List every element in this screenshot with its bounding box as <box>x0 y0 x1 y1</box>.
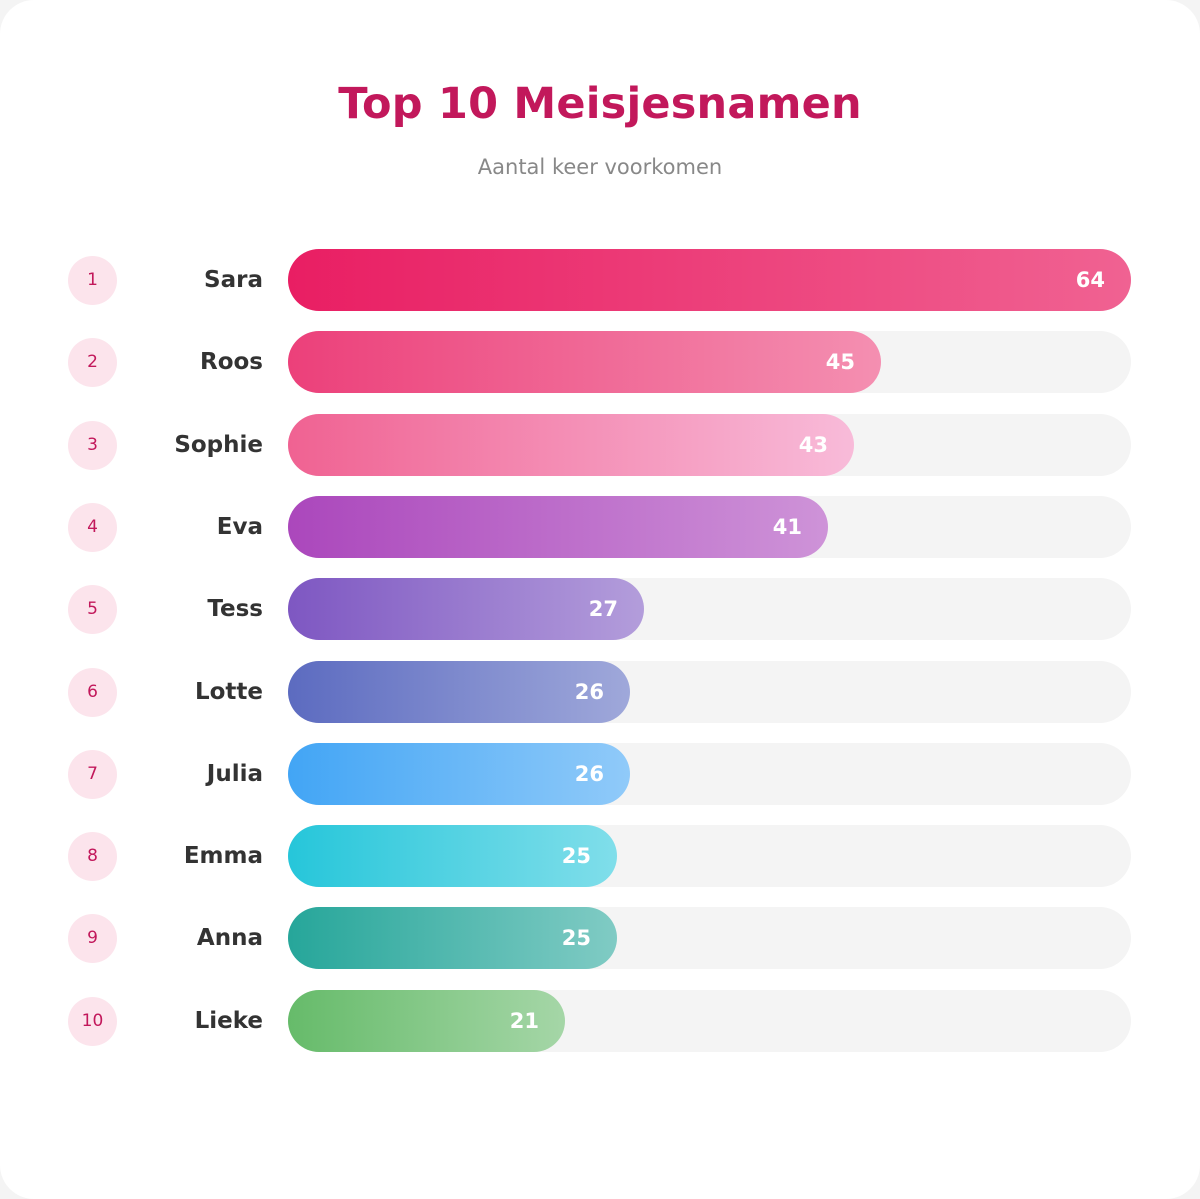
rank-badge: 8 <box>68 832 117 881</box>
bar-row-sophie: 3 Sophie 43 <box>0 414 1200 476</box>
bar-track: 21 <box>288 990 1131 1052</box>
bar-track: 26 <box>288 661 1131 723</box>
bar-emma: 25 <box>288 825 617 887</box>
value-label: 26 <box>574 680 604 704</box>
bar-lieke: 21 <box>288 990 565 1052</box>
rank-badge: 5 <box>68 585 117 634</box>
category-label: Roos <box>199 349 263 375</box>
bar-track: 41 <box>288 496 1131 558</box>
category-label: Sophie <box>174 432 263 458</box>
rank-badge: 1 <box>68 256 117 305</box>
value-label: 41 <box>772 515 802 539</box>
chart-title: Top 10 Meisjesnamen <box>338 79 862 129</box>
bar-row-sara: 1 Sara 64 <box>0 249 1200 311</box>
bar-track: 64 <box>288 249 1131 311</box>
rank-badge: 7 <box>68 750 117 799</box>
value-label: 26 <box>574 762 604 786</box>
category-label: Anna <box>196 925 263 951</box>
bar-anna: 25 <box>288 907 617 969</box>
value-label: 45 <box>825 350 855 374</box>
bar-row-lieke: 10 Lieke 21 <box>0 990 1200 1052</box>
rank-badge: 10 <box>68 997 117 1046</box>
category-label: Sara <box>204 267 263 293</box>
bar-row-julia: 7 Julia 26 <box>0 743 1200 805</box>
value-label: 25 <box>561 926 591 950</box>
bar-sara: 64 <box>288 249 1131 311</box>
category-label: Julia <box>206 761 263 787</box>
bar-eva: 41 <box>288 496 828 558</box>
rank-badge: 6 <box>68 668 117 717</box>
value-label: 21 <box>509 1009 539 1033</box>
category-label: Tess <box>207 596 263 622</box>
bar-julia: 26 <box>288 743 630 805</box>
bar-row-tess: 5 Tess 27 <box>0 578 1200 640</box>
bar-track: 25 <box>288 907 1131 969</box>
bar-tess: 27 <box>288 578 644 640</box>
bar-lotte: 26 <box>288 661 630 723</box>
bar-row-lotte: 6 Lotte 26 <box>0 661 1200 723</box>
rank-badge: 9 <box>68 914 117 963</box>
bar-row-roos: 2 Roos 45 <box>0 331 1200 393</box>
bar-track: 26 <box>288 743 1131 805</box>
category-label: Lieke <box>194 1008 263 1034</box>
bar-track: 45 <box>288 331 1131 393</box>
value-label: 43 <box>798 433 828 457</box>
category-label: Lotte <box>194 679 263 705</box>
value-label: 27 <box>588 597 618 621</box>
rank-badge: 4 <box>68 503 117 552</box>
value-label: 25 <box>561 844 591 868</box>
bar-track: 25 <box>288 825 1131 887</box>
value-label: 64 <box>1075 268 1105 292</box>
bar-row-anna: 9 Anna 25 <box>0 907 1200 969</box>
bar-sophie: 43 <box>288 414 854 476</box>
chart-subtitle: Aantal keer voorkomen <box>477 155 723 179</box>
category-label: Emma <box>183 843 263 869</box>
bar-row-eva: 4 Eva 41 <box>0 496 1200 558</box>
bar-row-emma: 8 Emma 25 <box>0 825 1200 887</box>
rank-badge: 2 <box>68 338 117 387</box>
category-label: Eva <box>216 514 263 540</box>
rank-badge: 3 <box>68 421 117 470</box>
bar-track: 43 <box>288 414 1131 476</box>
bar-roos: 45 <box>288 331 881 393</box>
bar-track: 27 <box>288 578 1131 640</box>
